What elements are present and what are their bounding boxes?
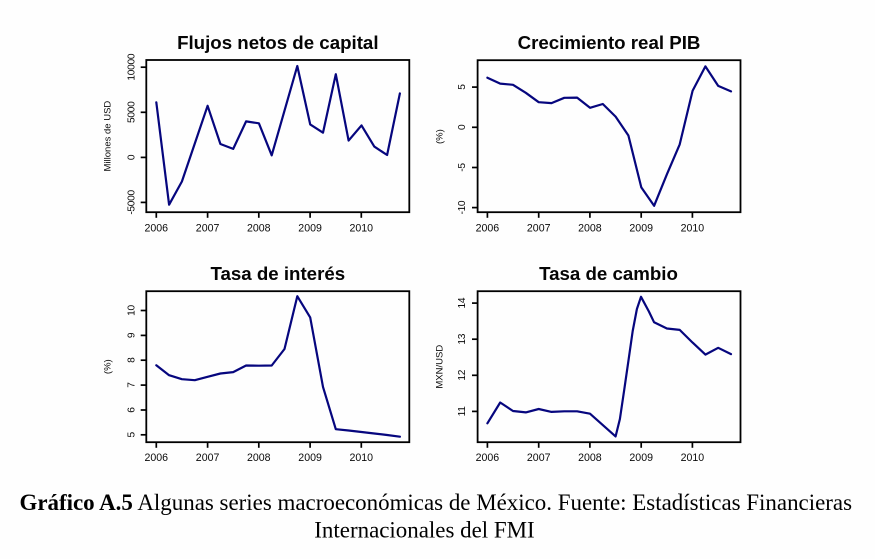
svg-text:Flujos netos de capital: Flujos netos de capital — [177, 32, 378, 53]
svg-text:Gráfico A.5 Algunas series mac: Gráfico A.5 Algunas series macroeconómic… — [20, 490, 853, 515]
svg-text:(%): (%) — [103, 359, 114, 374]
svg-text:10: 10 — [127, 305, 138, 316]
svg-text:2009: 2009 — [629, 222, 653, 234]
svg-text:2007: 2007 — [527, 452, 551, 464]
svg-text:2007: 2007 — [196, 452, 220, 464]
svg-text:Millones de USD: Millones de USD — [103, 101, 114, 172]
svg-text:9: 9 — [127, 332, 138, 338]
svg-text:MXN/USD: MXN/USD — [435, 345, 446, 389]
svg-text:5: 5 — [457, 84, 468, 90]
svg-text:-10: -10 — [457, 200, 468, 214]
svg-text:2008: 2008 — [247, 452, 271, 464]
svg-text:5: 5 — [127, 431, 138, 437]
svg-text:2009: 2009 — [629, 452, 653, 464]
svg-text:2010: 2010 — [350, 452, 374, 464]
svg-text:Tasa de interés: Tasa de interés — [210, 263, 345, 284]
svg-text:13: 13 — [457, 333, 468, 344]
svg-text:5000: 5000 — [127, 101, 138, 123]
svg-text:0: 0 — [457, 124, 468, 130]
svg-text:Internacionales del FMI: Internacionales del FMI — [314, 518, 534, 543]
svg-text:2008: 2008 — [247, 222, 271, 234]
svg-text:2009: 2009 — [298, 222, 322, 234]
svg-text:6: 6 — [127, 407, 138, 413]
svg-text:2007: 2007 — [196, 222, 220, 234]
svg-text:2006: 2006 — [476, 452, 500, 464]
svg-text:2010: 2010 — [350, 222, 374, 234]
svg-text:2006: 2006 — [145, 222, 169, 234]
svg-text:8: 8 — [127, 357, 138, 363]
svg-text:Crecimiento real PIB: Crecimiento real PIB — [518, 32, 701, 53]
svg-text:-5: -5 — [457, 163, 468, 172]
svg-text:7: 7 — [127, 382, 138, 388]
svg-text:2008: 2008 — [578, 452, 602, 464]
svg-text:2008: 2008 — [578, 222, 602, 234]
svg-text:(%): (%) — [435, 129, 446, 144]
svg-text:10000: 10000 — [127, 53, 138, 80]
svg-text:2007: 2007 — [527, 222, 551, 234]
svg-text:14: 14 — [457, 297, 468, 308]
svg-text:0: 0 — [127, 154, 138, 160]
svg-text:11: 11 — [457, 406, 468, 417]
svg-text:2010: 2010 — [681, 222, 705, 234]
svg-text:-5000: -5000 — [127, 189, 138, 214]
svg-text:Tasa de cambio: Tasa de cambio — [539, 263, 678, 284]
svg-text:12: 12 — [457, 369, 468, 380]
svg-text:2010: 2010 — [681, 452, 705, 464]
svg-text:2006: 2006 — [145, 452, 169, 464]
svg-text:2006: 2006 — [476, 222, 500, 234]
svg-text:2009: 2009 — [298, 452, 322, 464]
